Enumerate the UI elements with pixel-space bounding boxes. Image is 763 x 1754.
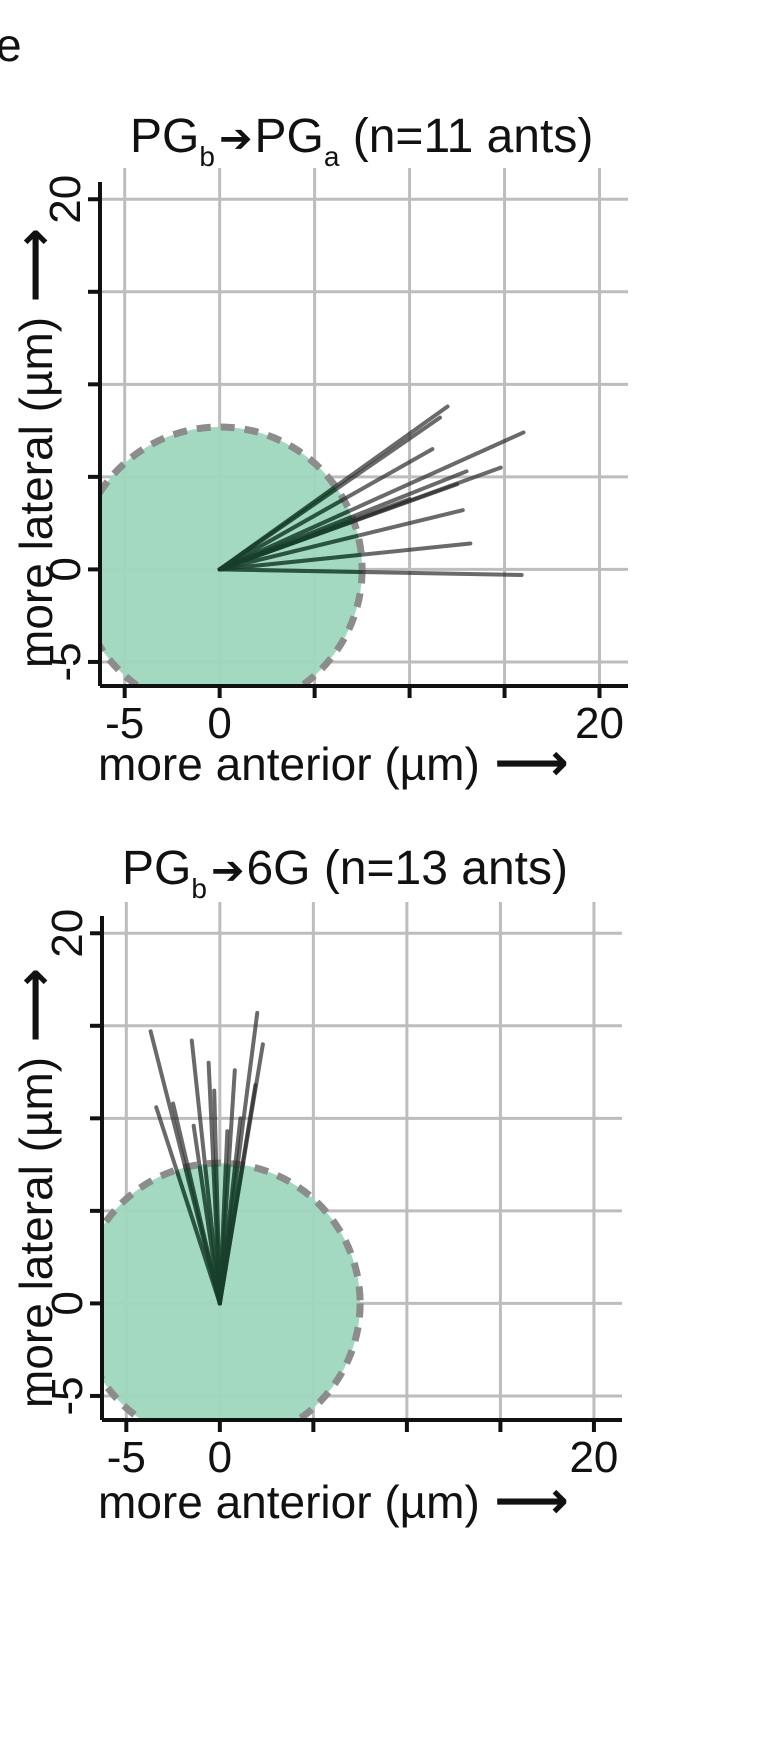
y-tick-label: -5 bbox=[43, 1376, 92, 1415]
vectors bbox=[217, 404, 526, 577]
y-axis-label: more lateral (µm) ⟶ bbox=[6, 968, 64, 1408]
vector-inside bbox=[219, 567, 363, 575]
cell-region bbox=[102, 1159, 364, 1420]
chart-top: -5 0 20 -5 0 20 PGb ➔PGa (n=11 ants) more ante… bbox=[6, 110, 628, 792]
cell-circle bbox=[100, 423, 366, 686]
vector-inside bbox=[197, 1165, 222, 1304]
x-tick-label: 0 bbox=[207, 699, 231, 748]
tick-labels: -5 0 20 -5 0 20 bbox=[41, 175, 624, 748]
tick-labels: -5 0 20 -5 0 20 bbox=[43, 909, 618, 1482]
chart-title: PGb ➔6G (n=13 ants) bbox=[122, 842, 568, 904]
vector-inside bbox=[218, 518, 354, 572]
vector-inside bbox=[219, 533, 359, 572]
axes bbox=[88, 182, 628, 698]
vector-inside bbox=[218, 487, 338, 572]
x-axis-label: more anterior (µm) ⟶ bbox=[98, 1472, 569, 1530]
panel-letter: e bbox=[0, 19, 22, 71]
x-tick-label: -5 bbox=[105, 699, 144, 748]
vector-inside bbox=[217, 1165, 238, 1304]
y-tick-label: 0 bbox=[43, 1291, 92, 1315]
y-tick-label: 0 bbox=[41, 557, 90, 581]
vector-inside bbox=[218, 497, 344, 572]
axes bbox=[90, 916, 622, 1432]
cell-circle bbox=[102, 1159, 364, 1420]
cell-region bbox=[100, 423, 366, 686]
vectors bbox=[148, 1010, 265, 1306]
x-tick-label: 0 bbox=[208, 1433, 232, 1482]
y-tick-label: 20 bbox=[41, 175, 90, 224]
x-tick-label: -5 bbox=[107, 1433, 146, 1482]
y-axis-label: more lateral (µm) ⟶ bbox=[6, 228, 64, 668]
chart-bottom: -5 0 20 -5 0 20 PGb ➔6G (n=13 ants) more anter… bbox=[6, 842, 622, 1530]
chart-title: PGb ➔PGa (n=11 ants) bbox=[130, 110, 593, 172]
y-tick-label: 20 bbox=[43, 909, 92, 958]
x-tick-label: 20 bbox=[569, 1433, 618, 1482]
vector-inside bbox=[219, 552, 362, 572]
x-tick-label: 20 bbox=[575, 699, 624, 748]
y-tick-label: -5 bbox=[41, 642, 90, 681]
x-axis-label: more anterior (µm) ⟶ bbox=[98, 734, 569, 792]
